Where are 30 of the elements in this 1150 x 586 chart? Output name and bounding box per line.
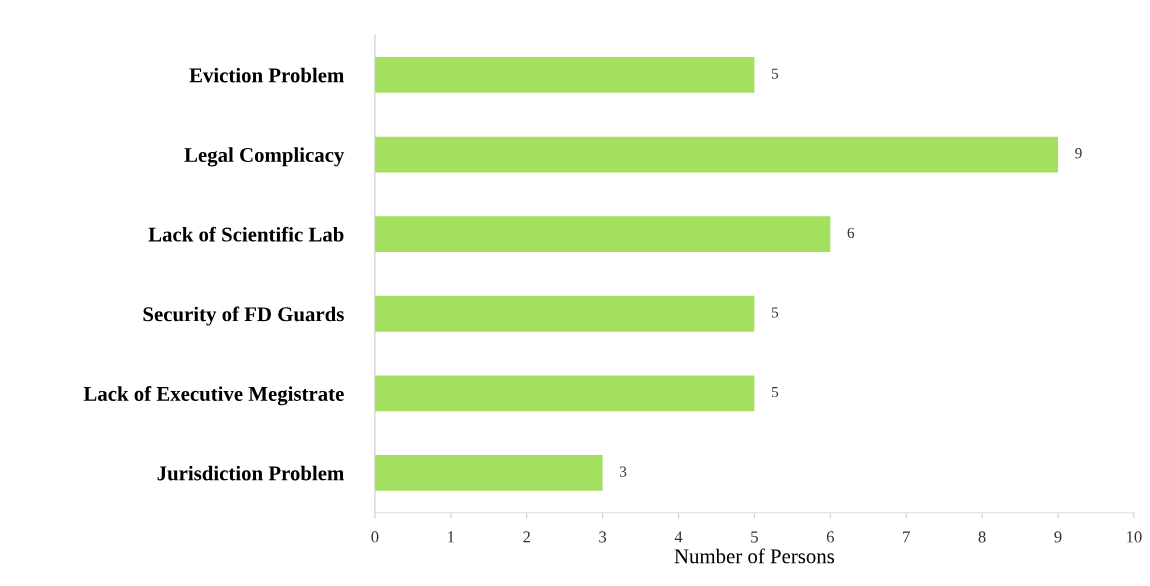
bar (374, 375, 755, 412)
y-tick-label: Legal Complicacy (184, 147, 345, 167)
x-tick-label: 10 (1127, 531, 1142, 543)
data-label: 9 (1075, 148, 1082, 159)
x-tick-label: 8 (978, 531, 986, 543)
bar (374, 57, 755, 93)
x-tick-label: 0 (371, 531, 379, 543)
x-axis-title: Number of Persons (674, 548, 835, 564)
y-tick-label: Jurisdiction Problem (157, 465, 344, 481)
y-tick-label: Eviction Problem (189, 67, 344, 83)
x-tick-label: 5 (751, 531, 758, 543)
bar (374, 455, 603, 491)
bar (374, 295, 755, 332)
y-tick-label: Security of FD Guards (143, 306, 344, 326)
data-label: 5 (771, 68, 779, 79)
y-tick-label: Lack of Executive Megistrate (83, 386, 344, 406)
y-tick-label: Lack of Scientific Lab (148, 226, 344, 242)
bar (374, 216, 831, 253)
x-tick-label: 4 (674, 531, 683, 543)
x-tick-label: 3 (599, 531, 607, 543)
data-label: 6 (847, 227, 855, 238)
data-label: 5 (771, 387, 779, 398)
data-label: 5 (771, 307, 779, 318)
x-tick-label: 2 (523, 531, 530, 543)
x-tick-label: 7 (903, 531, 910, 543)
x-tick-label: 6 (826, 531, 834, 543)
x-tick-label: 9 (1054, 531, 1062, 543)
x-tick-label: 1 (448, 531, 454, 543)
bar (374, 136, 1058, 173)
data-label: 3 (620, 466, 627, 477)
